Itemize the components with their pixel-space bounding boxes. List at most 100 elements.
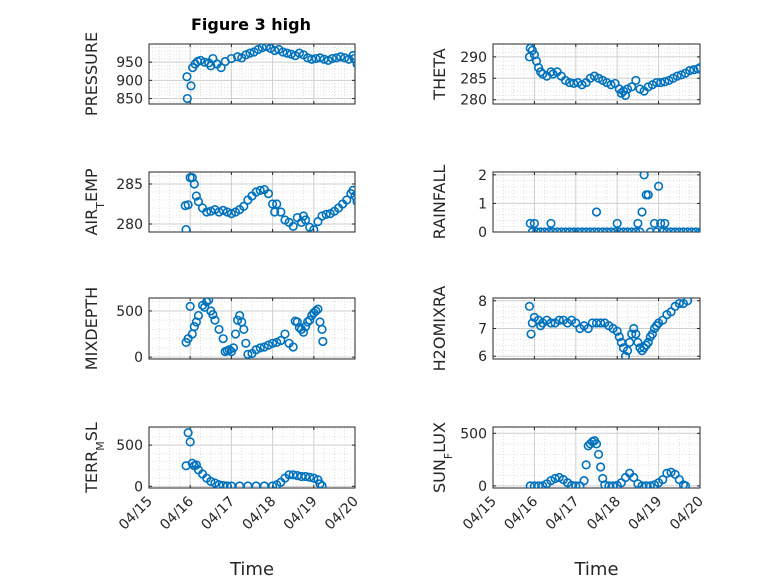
y-axis-label: TERRMSL (82, 422, 107, 494)
y-tick-label: 280 (116, 217, 143, 233)
data-point (658, 474, 668, 485)
data-point (268, 338, 278, 348)
data-point (612, 218, 622, 229)
data-point (529, 218, 540, 229)
series-mixdepth (181, 298, 328, 359)
data-point (639, 172, 649, 180)
data-point (263, 189, 274, 199)
data-point (593, 449, 604, 459)
figure-title: Figure 3 high (191, 15, 311, 34)
series-air_temp (180, 173, 355, 232)
data-point (691, 227, 700, 232)
y-tick-label: 900 (116, 73, 143, 89)
data-point (533, 62, 544, 73)
data-point (206, 476, 216, 487)
data-point (292, 317, 302, 327)
data-point (193, 310, 204, 321)
data-point (641, 481, 651, 488)
data-point (210, 478, 220, 488)
data-point (186, 81, 196, 91)
data-point (633, 337, 643, 347)
data-point (230, 329, 241, 339)
y-tick-label: 950 (116, 55, 143, 71)
data-point (352, 59, 355, 69)
data-point (631, 227, 641, 232)
data-point (596, 462, 606, 472)
data-point (255, 343, 265, 353)
y-tick-label: 6 (478, 349, 487, 365)
data-point (620, 351, 631, 359)
data-point (591, 439, 602, 449)
data-point (251, 187, 261, 197)
data-point (685, 65, 695, 76)
data-point (627, 82, 637, 92)
series-sun_flux (525, 436, 691, 488)
data-point (317, 324, 327, 335)
data-point (645, 481, 655, 488)
y-axis-label: MIXDEPTH (82, 287, 101, 370)
data-point (216, 63, 226, 73)
data-point (536, 67, 546, 77)
data-point (546, 218, 556, 229)
series-rainfall (525, 172, 700, 232)
y-tick-label: 8 (478, 294, 487, 310)
data-point (660, 77, 670, 87)
data-point (300, 322, 311, 332)
data-point (653, 181, 664, 191)
data-point (633, 218, 643, 229)
data-point (218, 334, 228, 344)
data-point (280, 329, 290, 339)
data-point (228, 343, 239, 353)
data-point (202, 298, 212, 307)
data-point (288, 221, 298, 231)
data-point (680, 481, 691, 488)
x-axis-label: Time (573, 559, 618, 580)
data-point (318, 336, 328, 347)
subplot-h2omixra: 6 7 8 H2OMIXRA (430, 286, 701, 371)
data-point (307, 54, 317, 64)
y-tick-label: 850 (116, 92, 143, 108)
data-point (327, 53, 337, 64)
data-point (591, 207, 602, 217)
data-point (309, 225, 319, 232)
data-point (672, 71, 682, 81)
data-point (614, 332, 624, 342)
y-tick-label: 7 (478, 322, 487, 338)
series-pressure (182, 44, 355, 104)
y-tick-label: 280 (460, 93, 487, 109)
data-point (182, 72, 192, 82)
data-point (348, 185, 355, 195)
data-point (202, 207, 212, 217)
y-axis-label-part: AIR (82, 209, 101, 236)
axes-box (492, 171, 701, 233)
data-point (282, 48, 292, 58)
data-point (321, 209, 331, 219)
data-point (581, 460, 591, 470)
y-axis-label-part: SUN (430, 459, 449, 493)
data-point (660, 218, 670, 229)
data-point (243, 349, 253, 359)
data-point (335, 52, 346, 62)
data-point (527, 45, 537, 56)
data-point (218, 205, 228, 215)
axes-box (148, 297, 356, 360)
data-point (193, 197, 204, 207)
data-point (183, 200, 193, 210)
y-axis-label-rest: EMP (82, 168, 101, 202)
y-axis-label-rest: SL (82, 422, 101, 441)
data-point (182, 93, 192, 104)
data-point (239, 201, 249, 211)
data-point (276, 207, 286, 217)
data-point (629, 472, 639, 483)
y-axis-label-subscript: T (94, 202, 107, 210)
data-point (656, 77, 666, 88)
y-tick-label: 0 (478, 225, 487, 241)
data-point (270, 45, 280, 56)
data-point (533, 481, 544, 488)
data-point (288, 470, 298, 480)
y-tick-label: 0 (134, 350, 143, 366)
data-point (315, 53, 325, 63)
data-point (622, 346, 633, 356)
data-point (629, 323, 639, 334)
